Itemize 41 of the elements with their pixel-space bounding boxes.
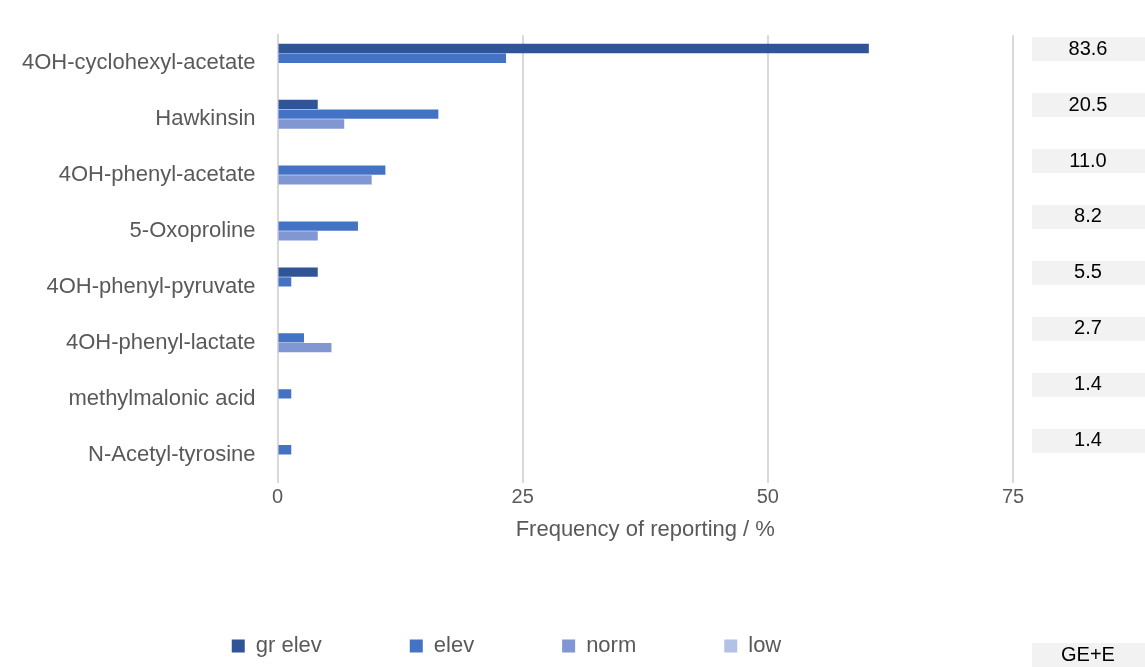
legend-label: elev bbox=[433, 632, 475, 658]
y-tick-label: 4OH-phenyl-acetate bbox=[58, 161, 256, 187]
legend-label: low bbox=[748, 632, 782, 658]
y-tick-label: 5-Oxoproline bbox=[129, 217, 256, 242]
bar bbox=[278, 109, 439, 119]
x-tick-label: 0 bbox=[271, 485, 284, 508]
y-tick-label: 4OH-phenyl-pyruvate bbox=[46, 272, 256, 298]
text: 20.5 bbox=[1068, 92, 1108, 115]
x-axis-title: Frequency of reporting / % bbox=[515, 515, 775, 541]
bar bbox=[278, 175, 372, 185]
text: 1.4 bbox=[1074, 428, 1102, 451]
bar bbox=[278, 333, 305, 343]
y-tick-label: N-Acetyl-tyrosine bbox=[88, 440, 256, 466]
text: 8.2 bbox=[1074, 204, 1102, 227]
y-tick-label: methylmalonic acid bbox=[68, 384, 256, 410]
legend-label: norm bbox=[586, 632, 637, 658]
bar bbox=[278, 165, 386, 175]
x-tick-label: 25 bbox=[511, 485, 534, 508]
text: 11.0 bbox=[1069, 148, 1107, 171]
bar bbox=[278, 267, 318, 277]
bar bbox=[278, 43, 869, 54]
bar bbox=[278, 343, 332, 353]
bar bbox=[278, 389, 292, 399]
text: 2.7 bbox=[1074, 316, 1102, 339]
y-tick-label: Hawkinsin bbox=[155, 105, 256, 131]
bar bbox=[278, 277, 292, 287]
x-tick-label: 50 bbox=[756, 485, 779, 508]
y-tick-label: 4OH-cyclohexyl-acetate bbox=[21, 49, 256, 75]
text: 83.6 bbox=[1068, 36, 1108, 59]
text: GE+E bbox=[1061, 642, 1115, 665]
bar bbox=[278, 445, 292, 455]
bar bbox=[278, 231, 318, 241]
legend-label: gr elev bbox=[255, 632, 322, 658]
x-tick-label: 75 bbox=[1001, 485, 1025, 508]
bar bbox=[278, 119, 345, 129]
bar bbox=[278, 53, 507, 63]
bar bbox=[278, 99, 318, 110]
text: 1.4 bbox=[1074, 372, 1102, 395]
text: 5.5 bbox=[1074, 260, 1102, 283]
y-tick-label: 4OH-phenyl-lactate bbox=[65, 328, 256, 354]
bar bbox=[278, 221, 358, 231]
